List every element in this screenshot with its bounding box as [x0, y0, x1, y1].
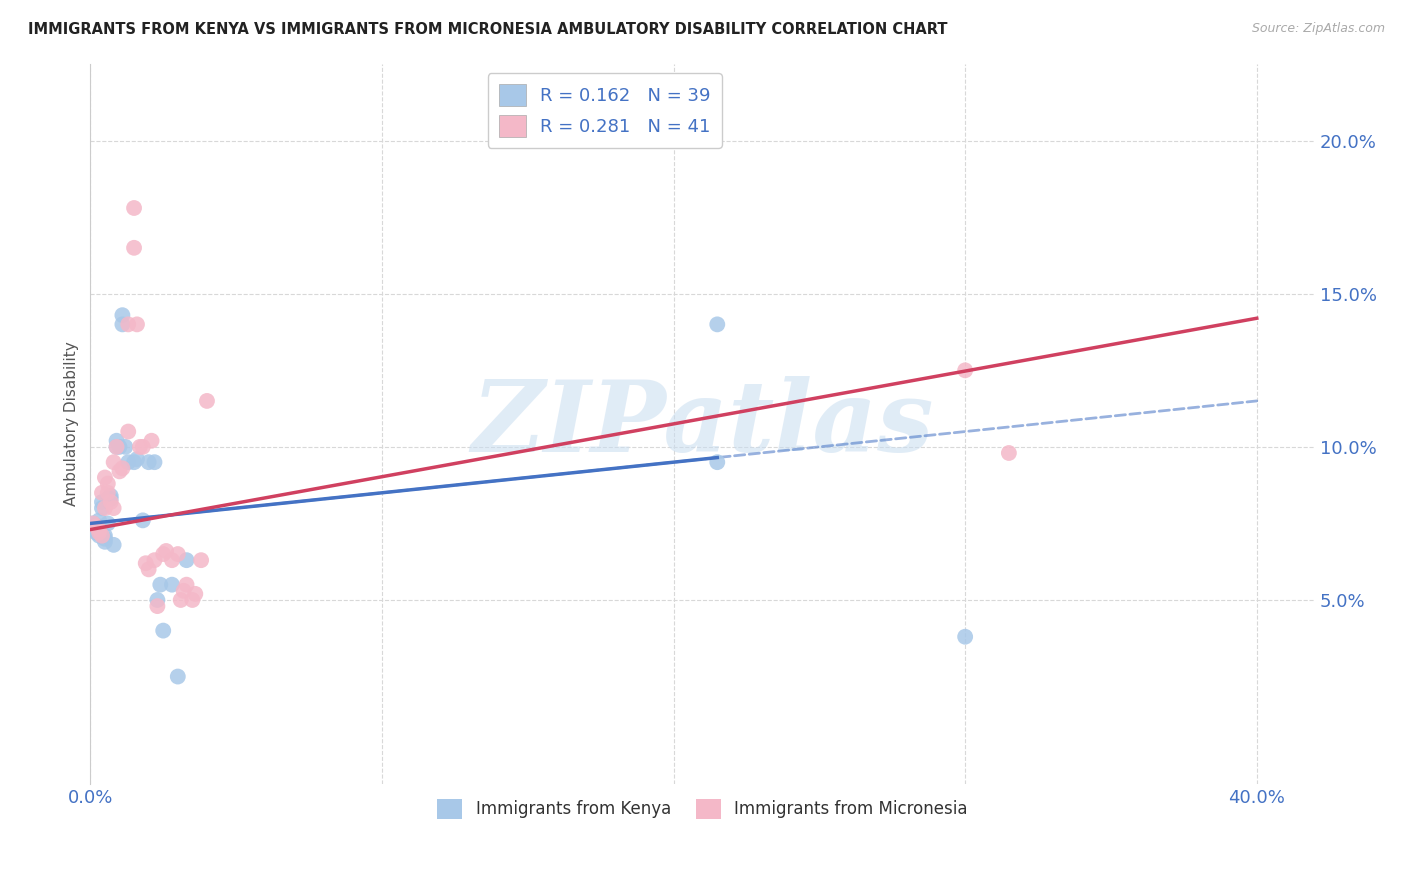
Point — [87, 523, 110, 537]
Point — [108, 440, 131, 454]
Point — [176, 553, 198, 567]
Point — [138, 455, 160, 469]
Point — [94, 534, 117, 549]
Point — [100, 491, 122, 506]
Point — [82, 523, 104, 537]
Point — [108, 464, 131, 478]
Point — [125, 452, 148, 467]
Point — [176, 577, 198, 591]
Point — [84, 519, 107, 533]
Point — [103, 455, 125, 469]
Point — [100, 495, 122, 509]
Point — [155, 544, 177, 558]
Point — [706, 318, 728, 332]
Point — [170, 593, 193, 607]
Text: Source: ZipAtlas.com: Source: ZipAtlas.com — [1251, 22, 1385, 36]
Point — [184, 587, 207, 601]
Point — [152, 547, 174, 561]
Point — [160, 577, 183, 591]
Point — [125, 318, 148, 332]
Point — [105, 434, 128, 448]
Point — [94, 532, 117, 546]
Point — [181, 593, 204, 607]
Point — [132, 513, 155, 527]
Point — [97, 516, 120, 531]
Point — [998, 446, 1021, 460]
Point — [122, 241, 145, 255]
Point — [105, 440, 128, 454]
Point — [190, 553, 212, 567]
Point — [87, 525, 110, 540]
Point — [149, 577, 172, 591]
Point — [953, 630, 976, 644]
Point — [160, 553, 183, 567]
Point — [135, 556, 157, 570]
Point — [117, 318, 139, 332]
Point — [91, 529, 114, 543]
Point — [166, 669, 188, 683]
Point — [146, 599, 169, 613]
Point — [91, 485, 114, 500]
Point — [706, 455, 728, 469]
Point — [143, 455, 166, 469]
Point — [141, 434, 163, 448]
Point — [94, 501, 117, 516]
Point — [146, 593, 169, 607]
Point — [87, 513, 110, 527]
Y-axis label: Ambulatory Disability: Ambulatory Disability — [65, 342, 79, 507]
Point — [173, 583, 195, 598]
Point — [97, 485, 120, 500]
Point — [91, 495, 114, 509]
Point — [128, 440, 150, 454]
Point — [84, 519, 107, 533]
Point — [87, 519, 110, 533]
Point — [91, 501, 114, 516]
Point — [953, 363, 976, 377]
Point — [117, 425, 139, 439]
Point — [82, 516, 104, 531]
Point — [111, 318, 134, 332]
Point — [152, 624, 174, 638]
Point — [122, 201, 145, 215]
Point — [143, 553, 166, 567]
Point — [114, 440, 136, 454]
Point — [111, 461, 134, 475]
Point — [111, 308, 134, 322]
Point — [87, 523, 110, 537]
Point — [122, 455, 145, 469]
Point — [105, 440, 128, 454]
Point — [94, 470, 117, 484]
Point — [97, 491, 120, 506]
Point — [166, 547, 188, 561]
Text: ZIPatlas: ZIPatlas — [471, 376, 934, 472]
Point — [87, 529, 110, 543]
Point — [97, 476, 120, 491]
Point — [117, 455, 139, 469]
Point — [94, 529, 117, 543]
Point — [103, 501, 125, 516]
Point — [84, 525, 107, 540]
Text: IMMIGRANTS FROM KENYA VS IMMIGRANTS FROM MICRONESIA AMBULATORY DISABILITY CORREL: IMMIGRANTS FROM KENYA VS IMMIGRANTS FROM… — [28, 22, 948, 37]
Point — [138, 562, 160, 576]
Point — [132, 440, 155, 454]
Point — [103, 538, 125, 552]
Point — [82, 516, 104, 531]
Legend: Immigrants from Kenya, Immigrants from Micronesia: Immigrants from Kenya, Immigrants from M… — [430, 792, 974, 826]
Point — [100, 489, 122, 503]
Point — [195, 393, 218, 408]
